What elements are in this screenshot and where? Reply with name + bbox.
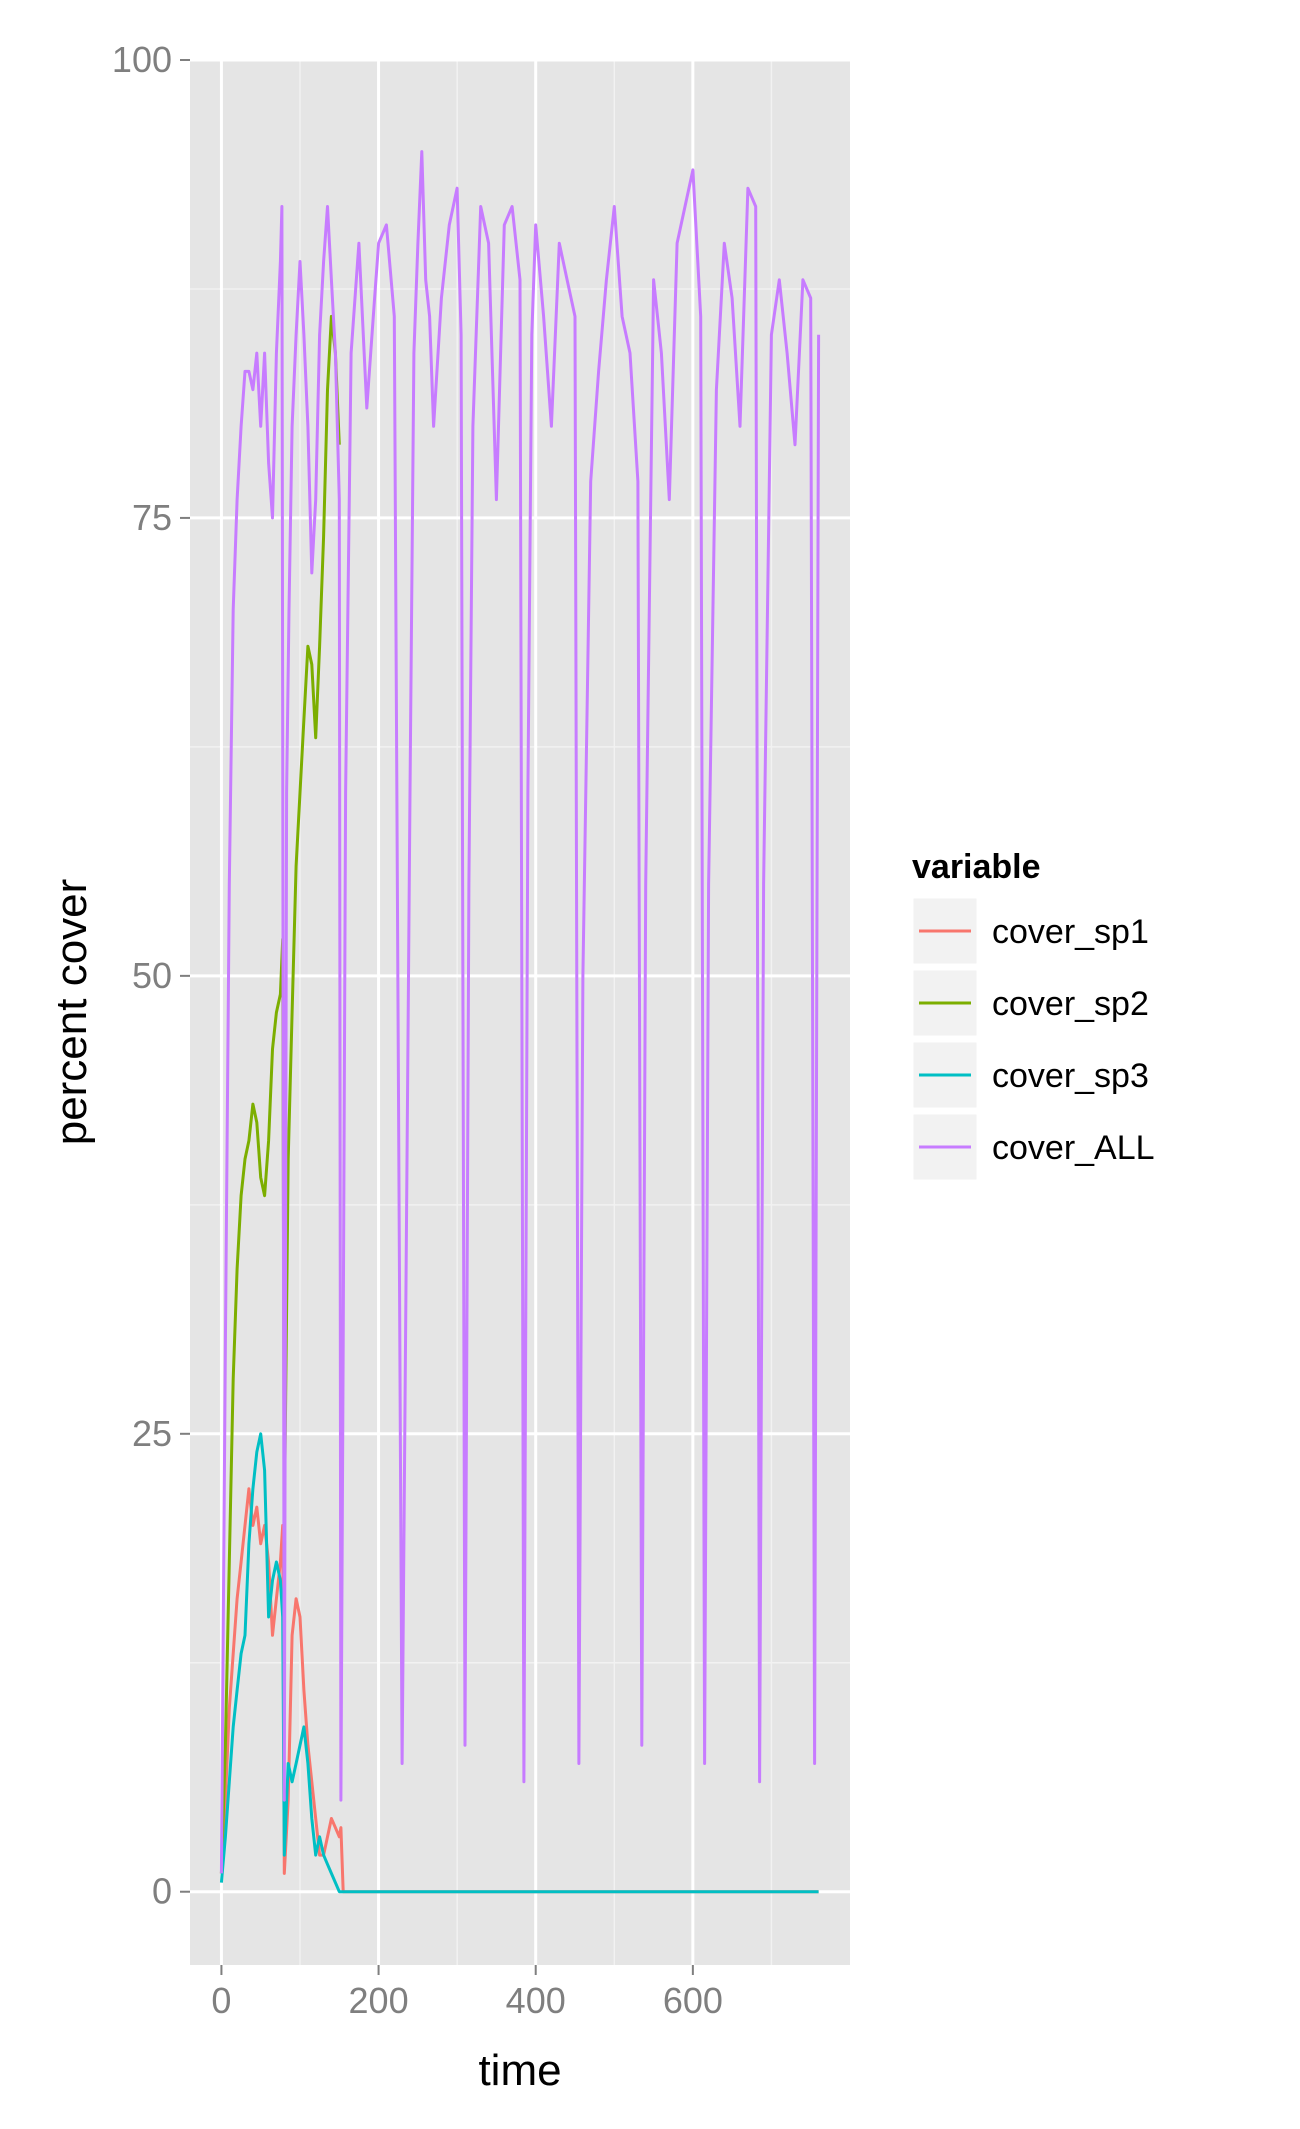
y-tick-label: 50 — [132, 955, 172, 996]
x-axis-title: time — [478, 2046, 561, 2095]
legend-label: cover_sp3 — [992, 1057, 1149, 1095]
x-tick-label: 600 — [663, 1980, 723, 2021]
major-gridlines — [190, 58, 850, 1965]
y-tick-label: 100 — [112, 39, 172, 80]
legend-items: cover_sp1 cover_sp2 cover_sp3 cover_ALL — [910, 895, 1155, 1183]
legend-label: cover_ALL — [992, 1129, 1155, 1167]
y-tick-label: 25 — [132, 1413, 172, 1454]
y-tick-labels: 0 25 50 75 100 — [112, 39, 172, 1912]
legend-title: variable — [912, 848, 1041, 886]
series-line-cover_sp3 — [219, 1432, 819, 1894]
x-tick-label: 400 — [506, 1980, 566, 2021]
axis-ticks — [180, 59, 694, 1975]
x-tick-labels: 0 200 400 600 — [211, 1980, 722, 2021]
series-lines — [219, 150, 821, 1894]
y-tick-label: 75 — [132, 497, 172, 538]
series-line-cover_ALL — [219, 150, 821, 1874]
legend: variable cover_sp1cover_sp2cover_sp3cove… — [910, 848, 1155, 1183]
legend-label: cover_sp2 — [992, 985, 1149, 1023]
x-tick-label: 200 — [349, 1980, 409, 2021]
y-tick-label: 0 — [152, 1871, 172, 1912]
x-tick-label: 0 — [211, 1980, 231, 2021]
legend-label: cover_sp1 — [992, 913, 1149, 951]
y-axis-title: percent cover — [47, 879, 96, 1146]
